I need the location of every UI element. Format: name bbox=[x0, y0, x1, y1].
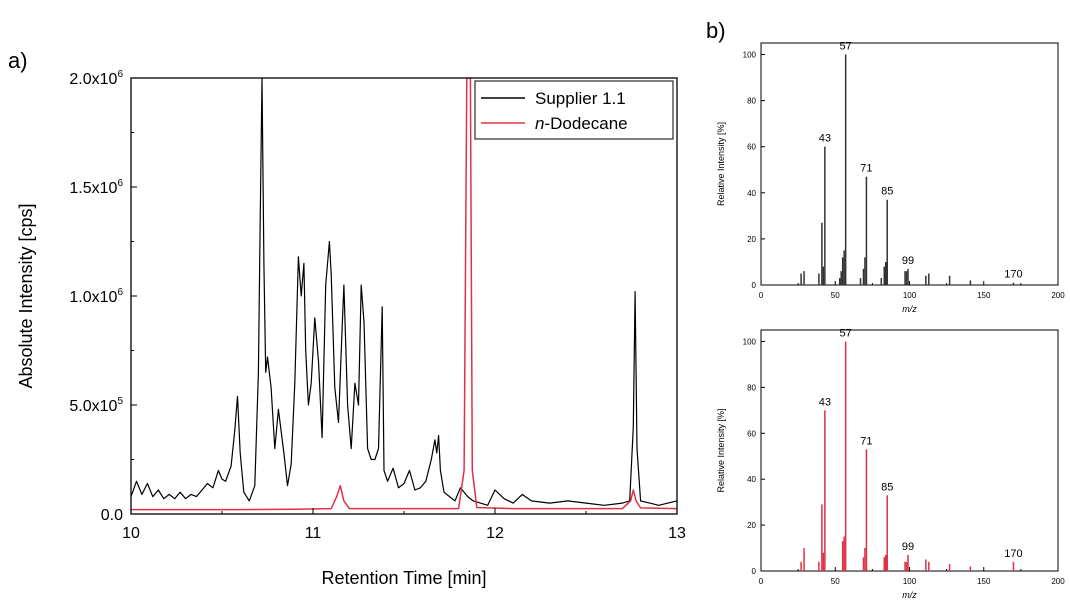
x-tick-label-b1: 150 bbox=[977, 291, 991, 300]
y-tick-label-b2: 80 bbox=[747, 383, 756, 392]
y-axis-label-b1: Relative Intensity [%] bbox=[716, 122, 726, 206]
panel-label-b: b) bbox=[706, 18, 726, 43]
x-tick-label-b1: 0 bbox=[759, 291, 764, 300]
x-tick-label-a: 11 bbox=[305, 525, 322, 542]
x-axis-label-b1: m/z bbox=[902, 304, 917, 314]
y-tick-label-a: 0.0 bbox=[101, 507, 123, 524]
x-axis-label-b2: m/z bbox=[902, 590, 917, 600]
peak-label-b2: 43 bbox=[819, 396, 831, 408]
y-tick-label-b1: 60 bbox=[747, 143, 756, 152]
peak-label-b2: 71 bbox=[860, 435, 872, 447]
x-tick-label-b1: 100 bbox=[903, 291, 917, 300]
peak-label-b2: 170 bbox=[1004, 548, 1022, 560]
x-tick-label-a: 12 bbox=[486, 525, 504, 542]
x-tick-label-b2: 150 bbox=[977, 577, 991, 586]
y-tick-label-b2: 40 bbox=[747, 475, 756, 484]
x-tick-label-a: 10 bbox=[122, 525, 140, 542]
peak-label-b1: 71 bbox=[860, 163, 872, 175]
plot-frame-b1 bbox=[760, 42, 1059, 286]
x-tick-label-b2: 0 bbox=[759, 577, 764, 586]
peak-label-b2: 99 bbox=[902, 541, 914, 553]
peak-label-b1: 57 bbox=[840, 41, 852, 53]
y-tick-label-b2: 0 bbox=[752, 567, 757, 576]
peak-label-b1: 99 bbox=[902, 255, 914, 267]
y-tick-label-b1: 100 bbox=[743, 51, 757, 60]
legend-label: Supplier 1.1 bbox=[535, 89, 626, 108]
series-line-dodecane bbox=[131, 78, 677, 511]
series-line-supplier bbox=[131, 78, 677, 506]
legend-label: n-Dodecane bbox=[535, 114, 628, 133]
y-tick-label-a: 5.0x105 bbox=[69, 396, 123, 415]
y-tick-label-b1: 80 bbox=[747, 97, 756, 106]
y-axis-label-a: Absolute Intensity [cps] bbox=[16, 203, 36, 388]
y-tick-label-a: 2.0x106 bbox=[69, 69, 123, 88]
peak-label-b2: 85 bbox=[881, 481, 893, 493]
y-axis-label-b2: Relative Intensity [%] bbox=[716, 408, 726, 492]
plot-frame-b2 bbox=[760, 329, 1059, 572]
peak-label-b1: 43 bbox=[819, 133, 831, 145]
y-tick-label-b2: 20 bbox=[747, 521, 756, 530]
x-tick-label-b2: 200 bbox=[1051, 577, 1065, 586]
plot-frame-a bbox=[130, 77, 678, 515]
y-tick-label-b1: 20 bbox=[747, 235, 756, 244]
x-tick-label-b2: 50 bbox=[831, 577, 840, 586]
y-tick-label-a: 1.5x106 bbox=[69, 178, 123, 197]
peak-label-b1: 170 bbox=[1004, 269, 1022, 281]
y-tick-label-a: 1.0x106 bbox=[69, 287, 123, 306]
panel-label-a: a) bbox=[8, 48, 28, 73]
y-tick-label-b1: 0 bbox=[752, 281, 757, 290]
x-axis-label-a: Retention Time [min] bbox=[321, 568, 486, 588]
peak-label-b2: 57 bbox=[840, 327, 852, 339]
x-tick-label-b1: 200 bbox=[1051, 291, 1065, 300]
x-tick-label-a: 13 bbox=[668, 525, 686, 542]
y-tick-label-b2: 100 bbox=[743, 337, 757, 346]
peak-label-b1: 85 bbox=[881, 186, 893, 198]
x-tick-label-b2: 100 bbox=[903, 577, 917, 586]
legend-box bbox=[474, 80, 674, 140]
x-tick-label-b1: 50 bbox=[831, 291, 840, 300]
y-tick-label-b2: 60 bbox=[747, 429, 756, 438]
y-tick-label-b1: 40 bbox=[747, 189, 756, 198]
